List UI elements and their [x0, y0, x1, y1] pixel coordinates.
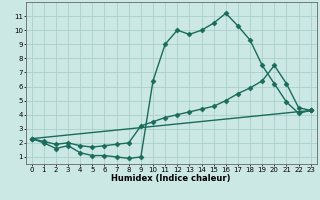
X-axis label: Humidex (Indice chaleur): Humidex (Indice chaleur): [111, 174, 231, 183]
